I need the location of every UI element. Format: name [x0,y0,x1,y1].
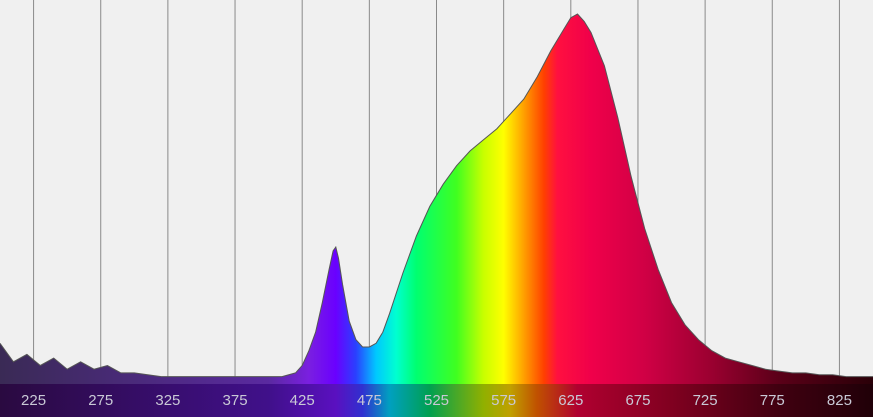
x-tick-label-675: 675 [625,392,650,409]
x-tick-label-425: 425 [290,392,315,409]
x-tick-label-225: 225 [21,392,46,409]
x-tick-label-275: 275 [88,392,113,409]
x-tick-label-525: 525 [424,392,449,409]
x-tick-label-375: 375 [223,392,248,409]
x-tick-label-575: 575 [491,392,516,409]
wavelength-bar [0,384,873,417]
x-axis-ticks: 225 275 325 375 425 475 525 575 625 675 725 775 825 [21,392,852,409]
x-tick-label-475: 475 [357,392,382,409]
x-tick-label-625: 625 [558,392,583,409]
spectrum-series-line [0,13,873,378]
x-tick-label-725: 725 [693,392,718,409]
x-tick-label-825: 825 [827,392,852,409]
x-tick-label-325: 325 [155,392,180,409]
x-tick-label-775: 775 [760,392,785,409]
